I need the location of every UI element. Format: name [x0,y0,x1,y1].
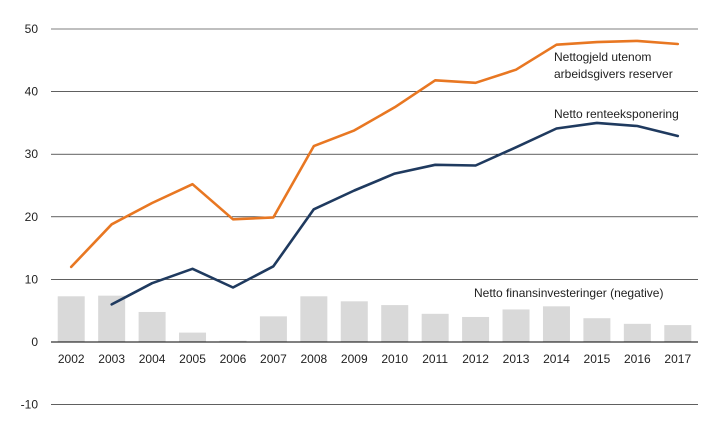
series-line [69,39,680,269]
bar [179,332,207,342]
bar [583,318,611,342]
x-tick-label: 2004 [139,352,166,366]
x-tick-label: 2015 [584,352,611,366]
annotation-exposure: Netto renteeksponering [554,107,679,121]
annotation-bars: Netto finansinvesteringer (negative) [474,286,663,300]
x-tick-label: 2003 [98,352,125,366]
x-tick-label: 2007 [260,352,287,366]
x-tick-label: 2002 [58,352,85,366]
x-tick-labels: 2002 2003 2004 2005 2006 2007 2008 2009 2010 2011… [58,352,692,366]
bar [300,296,328,342]
x-tick-label: 2006 [220,352,247,366]
line-series [69,39,680,306]
y-tick-label: 40 [25,85,39,99]
bar [259,316,287,342]
series-line [110,121,680,306]
annotations: Nettogjeld utenom arbeidsgivers reserver… [474,50,679,300]
y-tick-label: 50 [25,22,39,36]
x-tick-label: 2008 [300,352,327,366]
bar [138,311,166,342]
bar [219,340,247,342]
bar [421,313,449,342]
x-tick-label: 2016 [624,352,651,366]
bar [98,295,126,342]
y-tick-label: -10 [21,398,39,412]
y-tick-label: 0 [31,335,38,349]
bar [462,316,490,342]
x-tick-label: 2017 [664,352,691,366]
annotation-debt-line1: Nettogjeld utenom [554,50,651,64]
y-tick-label: 20 [25,210,39,224]
bar [57,296,85,342]
bar [381,305,409,342]
bar [502,309,530,342]
x-tick-label: 2011 [422,352,448,366]
bar-series [57,295,692,342]
x-tick-label: 2009 [341,352,368,366]
bar [623,323,651,342]
x-tick-label: 2005 [179,352,206,366]
grid [51,28,698,405]
bar [340,301,368,342]
bar [664,325,692,342]
y-tick-label: 30 [25,147,39,161]
bar [542,306,570,342]
x-tick-label: 2012 [462,352,489,366]
x-tick-label: 2010 [381,352,408,366]
x-tick-label: 2014 [543,352,570,366]
y-tick-label: 10 [25,272,39,286]
x-tick-label: 2013 [503,352,530,366]
y-tick-labels: -10 0 10 20 30 40 50 [21,22,39,412]
annotation-debt-line2: arbeidsgivers reserver [554,67,673,81]
